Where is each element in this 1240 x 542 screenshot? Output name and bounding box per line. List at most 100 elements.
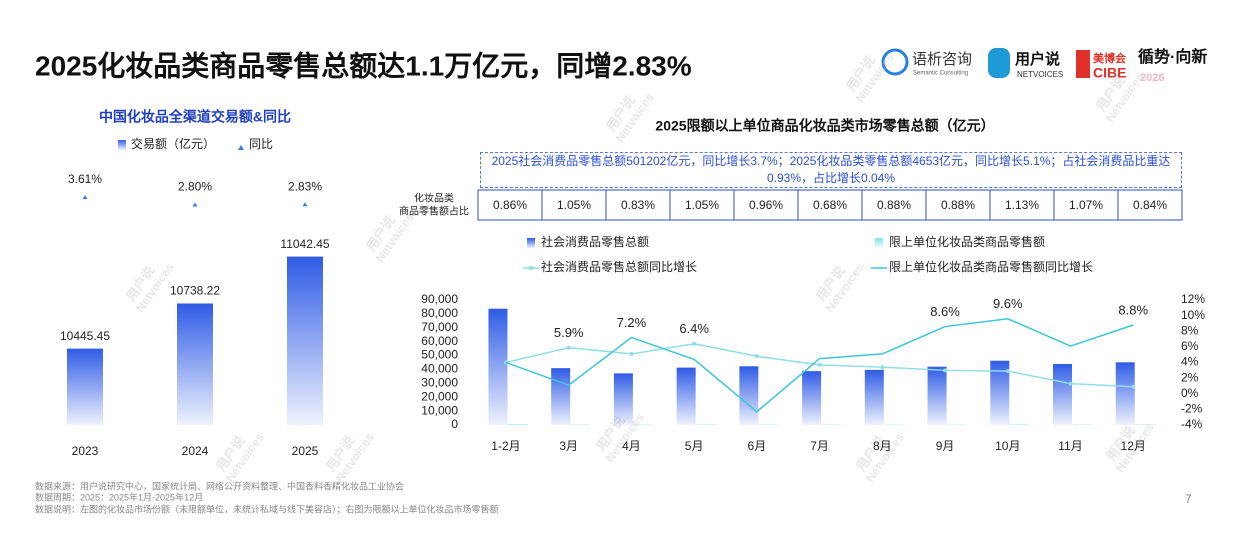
data-label: 6.4% bbox=[679, 321, 709, 336]
logo-text: 2026 bbox=[1140, 72, 1164, 84]
legend-swatch bbox=[527, 238, 535, 248]
data-label: 9.6% bbox=[993, 296, 1023, 311]
legend-label: 限上单位化妆品类商品零售额 bbox=[889, 234, 1045, 249]
x-tick-label: 5月 bbox=[685, 439, 704, 453]
line-marker bbox=[192, 202, 198, 207]
logo-icon bbox=[988, 48, 1010, 78]
line-marker bbox=[302, 202, 308, 207]
table-cell-text: 0.86% bbox=[493, 198, 527, 212]
bar bbox=[1010, 424, 1030, 425]
y-tick-label: 40,000 bbox=[421, 362, 458, 376]
logo-text: Semantic Consulting bbox=[913, 71, 968, 77]
y-tick-label: 50,000 bbox=[421, 348, 458, 362]
logo-icon bbox=[1076, 50, 1090, 78]
y2-tick-label: 8% bbox=[1181, 323, 1199, 337]
table-cell-text: 0.96% bbox=[749, 198, 783, 212]
bar bbox=[739, 366, 759, 425]
legend-marker bbox=[238, 145, 244, 150]
line-marker bbox=[566, 345, 571, 350]
y2-tick-label: 10% bbox=[1181, 308, 1205, 322]
logo-text: 美博会 bbox=[1093, 51, 1127, 65]
bar bbox=[1053, 364, 1073, 425]
table-cell-text: 0.84% bbox=[1133, 198, 1167, 212]
data-label: 8.8% bbox=[1118, 302, 1148, 317]
y-tick-label: 0 bbox=[451, 417, 458, 431]
line-marker bbox=[817, 362, 822, 367]
y-tick-label: 20,000 bbox=[421, 389, 458, 403]
bar bbox=[1073, 424, 1093, 425]
bar-value-label: 11042.45 bbox=[280, 237, 329, 251]
bar bbox=[759, 424, 779, 425]
page-title: 2025化妆品类商品零售总额达1.1万亿元，同增2.83% bbox=[35, 50, 692, 81]
table-cell-text: 0.68% bbox=[813, 198, 847, 212]
footnote: 数据来源：用户说研究中心，国家统计局、网络公开资料整理、中国香料香精化妆品工业协… bbox=[35, 480, 404, 491]
logo-text: 语析咨询 bbox=[912, 51, 972, 68]
bar bbox=[927, 366, 947, 425]
table-cell bbox=[477, 189, 543, 221]
bar bbox=[613, 373, 633, 425]
table-cell bbox=[733, 189, 799, 221]
line-marker bbox=[692, 341, 697, 346]
y-tick-label: 10,000 bbox=[421, 403, 458, 417]
data-label: 3.61% bbox=[68, 172, 102, 186]
legend-swatch bbox=[118, 140, 126, 150]
y2-tick-label: 4% bbox=[1181, 355, 1199, 369]
legend-marker bbox=[529, 266, 533, 270]
bar-value-label: 10738.22 bbox=[170, 284, 220, 298]
legend-swatch bbox=[875, 238, 883, 248]
table-cell bbox=[541, 189, 607, 221]
chart-title: 2025限额以上单位商品化妆品类市场零售总额（亿元） bbox=[655, 118, 994, 134]
bar bbox=[67, 348, 103, 425]
y2-tick-label: 0% bbox=[1181, 386, 1199, 400]
bar bbox=[1115, 362, 1135, 425]
table-cell bbox=[1117, 189, 1183, 221]
table-row-label: 商品零售额占比 bbox=[399, 205, 469, 218]
bar-value-label: 10445.45 bbox=[60, 329, 110, 343]
table-cell bbox=[1053, 189, 1119, 221]
x-tick-label: 8月 bbox=[873, 439, 892, 453]
y-tick-label: 90,000 bbox=[421, 292, 458, 306]
x-tick-label: 9月 bbox=[936, 439, 955, 453]
x-tick-label: 7月 bbox=[810, 439, 829, 453]
footnote: 数据说明：左图的化妆品市场份额（未限额单位，未统计私域与线下美容店）；右图为限额… bbox=[35, 503, 499, 514]
bar bbox=[1135, 424, 1155, 425]
line-marker bbox=[754, 354, 759, 359]
bar bbox=[551, 368, 571, 425]
table-cell-text: 0.88% bbox=[941, 198, 975, 212]
footnote: 数据周期：2025：2025年1月-2025年12月 bbox=[35, 491, 203, 502]
data-label: 2.80% bbox=[178, 180, 212, 194]
line-marker bbox=[629, 351, 634, 356]
y-tick-label: 30,000 bbox=[421, 376, 458, 390]
y2-tick-label: 6% bbox=[1181, 339, 1199, 353]
page-number: 7 bbox=[1185, 492, 1192, 506]
x-tick-label: 6月 bbox=[748, 439, 767, 453]
table-cell-text: 0.83% bbox=[621, 198, 655, 212]
logo-icon bbox=[881, 48, 909, 76]
logo-text: 循势·向新 bbox=[1138, 47, 1207, 66]
bar bbox=[508, 423, 528, 425]
table-cell bbox=[861, 189, 927, 221]
logo-text: CIBE bbox=[1093, 65, 1126, 81]
line bbox=[505, 317, 1134, 413]
y-tick-label: 60,000 bbox=[421, 334, 458, 348]
line-marker bbox=[1068, 381, 1073, 386]
x-tick-label: 2023 bbox=[72, 444, 99, 458]
legend-label: 社会消费品零售总额同比增长 bbox=[541, 259, 697, 274]
chart-title: 中国化妆品全渠道交易额&同比 bbox=[99, 109, 291, 125]
legend-label: 限上单位化妆品类商品零售额同比增长 bbox=[889, 259, 1093, 274]
y2-tick-label: -2% bbox=[1181, 402, 1203, 416]
line-marker bbox=[880, 365, 885, 370]
bar bbox=[488, 308, 508, 425]
table-cell-text: 1.13% bbox=[1005, 198, 1039, 212]
line-marker bbox=[1005, 369, 1010, 374]
x-tick-label: 1-2月 bbox=[491, 439, 520, 453]
line-marker bbox=[1131, 384, 1136, 389]
data-label: 5.9% bbox=[554, 325, 584, 340]
bar bbox=[802, 371, 822, 425]
table-cell-text: 1.05% bbox=[685, 198, 719, 212]
bar bbox=[947, 424, 967, 425]
y-tick-label: 70,000 bbox=[421, 320, 458, 334]
bar bbox=[864, 369, 884, 425]
